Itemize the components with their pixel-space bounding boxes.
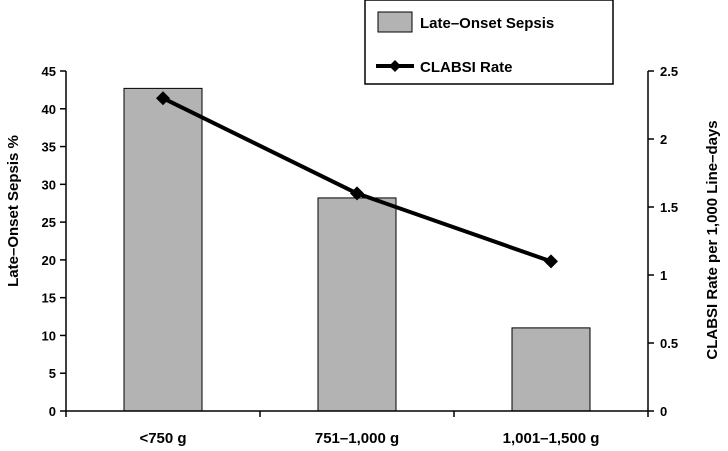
x-tick-label: <750 g: [139, 430, 186, 447]
y2-tick-label: 0.5: [660, 336, 678, 351]
y-tick-label: 45: [42, 64, 56, 79]
y2-tick-label: 2: [660, 132, 667, 147]
y-tick-label: 25: [42, 215, 56, 230]
x-tick-label: 751–1,000 g: [315, 430, 399, 447]
bar: [123, 87, 203, 412]
legend-swatch-bar: [377, 11, 413, 33]
y2-tick-label: 2.5: [660, 64, 678, 79]
x-tick-label: 1,001–1,500 g: [503, 430, 600, 447]
y2-tick-label: 1.5: [660, 200, 678, 215]
y-tick-label: 5: [49, 366, 56, 381]
y2-tick-label: 0: [660, 404, 667, 419]
legend-label-line: CLABSI Rate: [420, 59, 513, 76]
y-tick-label: 10: [42, 328, 56, 343]
y2-tick-label: 1: [660, 268, 667, 283]
line-point: [544, 254, 558, 269]
axes-layer: [65, 71, 649, 417]
line-point: [350, 186, 364, 201]
y2-ticks: 0 0.5 1 1.5 2 2.5: [648, 64, 678, 419]
bars-layer: [123, 87, 591, 412]
bar: [317, 197, 397, 412]
y-tick-label: 0: [49, 404, 56, 419]
y-ticks: 0 5 10 15 20 25 30 35 40 45: [42, 64, 66, 419]
legend-swatch-marker: [389, 60, 401, 72]
line-layer: [156, 91, 558, 269]
y-tick-label: 40: [42, 102, 56, 117]
category-labels: <750 g 751–1,000 g 1,001–1,500 g: [139, 430, 599, 447]
y-tick-label: 20: [42, 253, 56, 268]
line-point: [156, 91, 170, 106]
y-tick-label: 15: [42, 291, 56, 306]
y2-axis-title: CLABSI Rate per 1,000 Line–days: [704, 120, 721, 359]
y-axis-title: Late–Onset Sepsis %: [5, 135, 22, 287]
bar: [511, 327, 591, 412]
legend: Late–Onset Sepsis CLABSI Rate: [364, 0, 614, 85]
y-tick-label: 35: [42, 140, 56, 155]
legend-label-bar: Late–Onset Sepsis: [420, 15, 554, 32]
y-tick-label: 30: [42, 177, 56, 192]
